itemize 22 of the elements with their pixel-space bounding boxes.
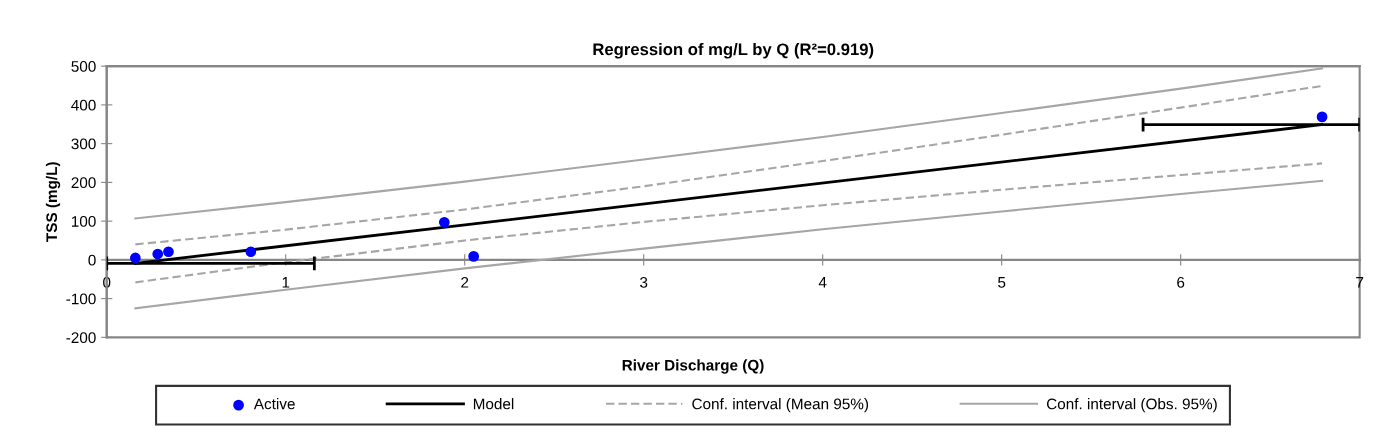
legend-label: Model bbox=[473, 398, 514, 410]
y-tick-label: -100 bbox=[66, 293, 96, 305]
chart-title: Regression of mg/L by Q (R²=0.919) bbox=[593, 42, 874, 59]
y-axis-title: TSS (mg/L) bbox=[45, 162, 61, 242]
x-tick-label: 6 bbox=[1177, 276, 1185, 288]
y-tick-label: 300 bbox=[71, 138, 96, 150]
y-tick-label: 0 bbox=[88, 254, 96, 266]
x-tick-label: 1 bbox=[282, 277, 290, 288]
x-tick-label: 7 bbox=[1356, 277, 1364, 288]
y-tick-label: 500 bbox=[71, 61, 96, 72]
x-tick-label: 2 bbox=[461, 276, 469, 288]
x-axis-title: River Discharge (Q) bbox=[622, 359, 764, 374]
x-tick-label: 4 bbox=[818, 277, 827, 288]
y-tick-label: 200 bbox=[71, 177, 96, 189]
x-tick-label: 3 bbox=[640, 276, 648, 288]
y-tick-label: 400 bbox=[71, 99, 96, 111]
legend-label: Conf. interval (Obs. 95%) bbox=[1046, 398, 1217, 413]
y-tick-label: 100 bbox=[71, 216, 96, 227]
x-tick-label: 5 bbox=[998, 277, 1006, 288]
legend-label: Conf. interval (Mean 95%) bbox=[692, 398, 869, 413]
y-tick-label: -200 bbox=[66, 332, 96, 344]
legend-label: Active bbox=[253, 398, 295, 410]
